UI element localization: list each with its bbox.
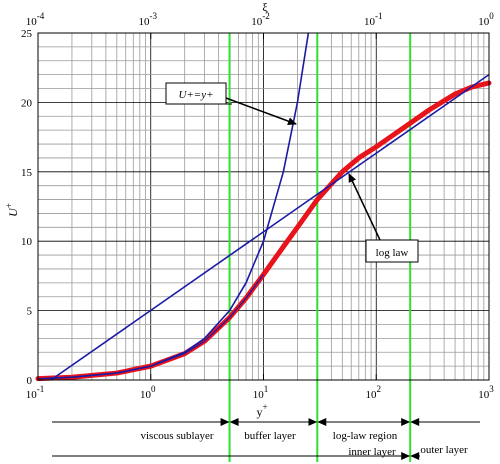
y-tick-label: 25	[21, 28, 33, 40]
loglaw-label-box	[365, 239, 419, 263]
x-tick-exp: 0	[151, 384, 156, 394]
x-tick-exp: 2	[377, 384, 382, 394]
top-tick-exp: -2	[262, 11, 270, 21]
outer-layer-label: outer layer	[420, 444, 468, 456]
log-law-region-label: log-law region	[333, 430, 398, 442]
top-tick-base: 10	[139, 16, 151, 28]
y-tick-label: 20	[21, 97, 33, 109]
y-axis-title-base: U	[6, 207, 20, 217]
top-tick-exp: -1	[375, 11, 383, 21]
loglaw-label-text: log law	[376, 247, 409, 259]
top-tick-label: 10-3	[139, 11, 158, 28]
x-tick-exp: 1	[264, 384, 269, 394]
near-wall-overlay-line	[37, 274, 264, 380]
top-tick-exp: 0	[489, 11, 494, 21]
loglaw-label-arrow	[348, 173, 381, 241]
x-tick-base: 10	[26, 389, 38, 401]
region-brackets: viscous sublayer buffer layer log-law regi…	[52, 418, 480, 460]
x-axis-title-sup: +	[262, 402, 267, 412]
x-tick-label: 100	[140, 384, 156, 401]
x-axis-title: y+	[256, 402, 267, 419]
viscous-label-box	[165, 82, 227, 105]
annotations: U+=y+ log law	[165, 82, 419, 263]
inner-layer-label: inner layer	[348, 446, 396, 458]
y-tick-label: 15	[21, 167, 33, 179]
x-tick-label: 101	[253, 384, 269, 401]
top-tick-base: 10	[26, 16, 38, 28]
buffer-layer-label: buffer layer	[244, 430, 296, 442]
y-tick-label: 10	[21, 236, 33, 248]
x-tick-base: 10	[140, 389, 152, 401]
x-tick-exp: -1	[37, 384, 45, 394]
viscous-label-arrow	[225, 97, 297, 125]
x-tick-base: 10	[478, 389, 490, 401]
log-law-line	[50, 73, 490, 381]
grid	[38, 33, 489, 380]
top-tick-exp: -4	[37, 11, 45, 21]
y-axis-title: U+	[4, 203, 20, 217]
top-tick-base: 10	[478, 16, 490, 28]
top-axis-label: ξ	[262, 0, 268, 14]
y-tick-label: 0	[27, 375, 33, 387]
top-tick-label: 10-4	[26, 11, 45, 28]
viscous-sublayer-label: viscous sublayer	[140, 430, 213, 442]
series-group	[35, 32, 492, 382]
top-tick-label: 10-2	[251, 11, 270, 28]
top-tick-exp: -3	[150, 11, 158, 21]
x-tick-base: 10	[253, 389, 265, 401]
y-tick-label: 5	[27, 306, 33, 318]
x-tick-exp: 3	[489, 384, 494, 394]
x-tick-label: 10-1	[26, 384, 45, 401]
x-axis-title-base: y	[256, 405, 262, 419]
y-axis-title-sup: +	[4, 203, 14, 208]
top-tick-base: 10	[364, 16, 376, 28]
viscous-label-text: U+=y+	[178, 89, 213, 101]
top-tick-label: 10-1	[364, 11, 383, 28]
x-tick-label: 103	[478, 384, 494, 401]
x-tick-label: 102	[366, 384, 382, 401]
x-tick-base: 10	[366, 389, 378, 401]
top-tick-label: 100	[478, 11, 494, 28]
top-tick-base: 10	[251, 16, 263, 28]
